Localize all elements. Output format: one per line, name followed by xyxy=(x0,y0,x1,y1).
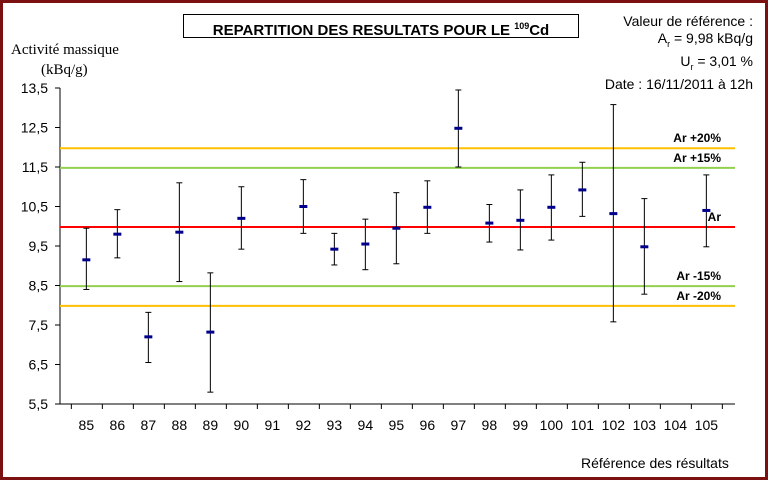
title-text: REPARTITION DES RESULTATS POUR LE xyxy=(212,22,511,39)
y-tick-label: 12,5 xyxy=(21,120,48,136)
y-tick-label: 13,5 xyxy=(21,80,48,96)
x-tick-label: 88 xyxy=(172,417,188,433)
x-tick-label: 90 xyxy=(234,417,250,433)
ur-symbol: U xyxy=(680,52,691,69)
ar-value: = 9,98 kBq/g xyxy=(670,30,753,46)
x-tick-label: 92 xyxy=(296,417,312,433)
data-point-marker xyxy=(330,247,339,251)
reference-line-label: Ar +20% xyxy=(673,131,721,145)
data-point-marker xyxy=(144,335,153,339)
data-point-marker xyxy=(423,205,432,209)
x-tick-label: 103 xyxy=(633,417,657,433)
reference-ur: Ur = 3,01 % xyxy=(593,53,753,76)
x-tick-label: 85 xyxy=(79,417,95,433)
x-tick-label: 94 xyxy=(358,417,374,433)
y-axis-title: Activité massique (kBq/g) xyxy=(11,40,121,80)
x-tick-label: 101 xyxy=(571,417,595,433)
data-point-marker xyxy=(361,242,370,246)
data-point-marker xyxy=(206,330,215,334)
y-tick-label: 5,5 xyxy=(29,396,49,412)
data-point-marker xyxy=(392,226,401,230)
x-tick-label: 97 xyxy=(451,417,467,433)
y-tick-label: 10,5 xyxy=(21,199,48,215)
ar-sub: r xyxy=(667,38,671,49)
data-point-marker xyxy=(175,230,184,234)
data-point-marker xyxy=(702,208,711,212)
ur-value: = 3,01 % xyxy=(693,52,753,69)
data-point-marker xyxy=(113,232,122,236)
chart-title: REPARTITION DES RESULTATS POUR LE 109Cd xyxy=(183,14,579,39)
title-isotope-sup: 109 xyxy=(514,21,530,31)
x-tick-label: 95 xyxy=(389,417,405,433)
x-tick-label: 102 xyxy=(602,417,626,433)
reference-ar: Ar = 9,98 kBq/g xyxy=(593,30,753,53)
data-point-marker xyxy=(237,216,246,220)
y-tick-label: 7,5 xyxy=(29,317,49,333)
ur-sub: r xyxy=(690,61,694,72)
x-tick-label: 105 xyxy=(695,417,719,433)
data-point-marker xyxy=(485,221,494,225)
reference-line-label: Ar -20% xyxy=(676,289,721,303)
ar-symbol: A xyxy=(657,30,668,46)
x-tick-label: 100 xyxy=(540,417,564,433)
chart-plot: 5,5 6,5 7,5 8,5 9,5 10,5 11,5 12,5 13,5 85 86 87 88 8… xyxy=(21,80,735,433)
data-point-marker xyxy=(299,205,308,208)
data-point-marker xyxy=(547,205,556,209)
x-tick-label: 91 xyxy=(265,417,281,433)
reference-line-label: Ar xyxy=(708,210,722,224)
x-axis-title: Référence des résultats xyxy=(581,455,729,471)
data-point-marker xyxy=(609,212,618,216)
data-point-marker xyxy=(516,218,525,222)
y-tick-label: 9,5 xyxy=(29,238,49,254)
reference-date: Date : 16/11/2011 à 12h xyxy=(604,75,753,92)
y-axis-title-line1: Activité massique xyxy=(11,42,119,58)
data-point-marker xyxy=(640,245,649,249)
y-tick-label: 11,5 xyxy=(22,159,48,175)
y-tick-label: 8,5 xyxy=(29,278,49,294)
title-element: Cd xyxy=(529,22,550,39)
data-point-marker xyxy=(578,188,587,192)
data-point-marker xyxy=(454,126,463,130)
reference-line-label: Ar +15% xyxy=(673,151,721,165)
y-axis-title-line2: (kBq/g) xyxy=(41,62,88,78)
reference-line-label: Ar -15% xyxy=(676,269,721,283)
x-tick-label: 89 xyxy=(203,417,219,433)
y-tick-label: 6,5 xyxy=(29,357,49,373)
x-tick-label: 93 xyxy=(327,417,343,433)
x-tick-label: 86 xyxy=(110,417,126,433)
x-tick-label: 98 xyxy=(482,417,498,433)
x-tick-label: 87 xyxy=(141,417,157,433)
x-tick-label: 99 xyxy=(513,417,529,433)
x-tick-label: 104 xyxy=(664,417,688,433)
x-tick-label: 96 xyxy=(420,417,436,433)
data-point-marker xyxy=(82,258,91,262)
reference-heading: Valeur de référence : xyxy=(623,13,753,29)
reference-value-box: Valeur de référence : Ar = 9,98 kBq/g Ur… xyxy=(593,13,753,93)
